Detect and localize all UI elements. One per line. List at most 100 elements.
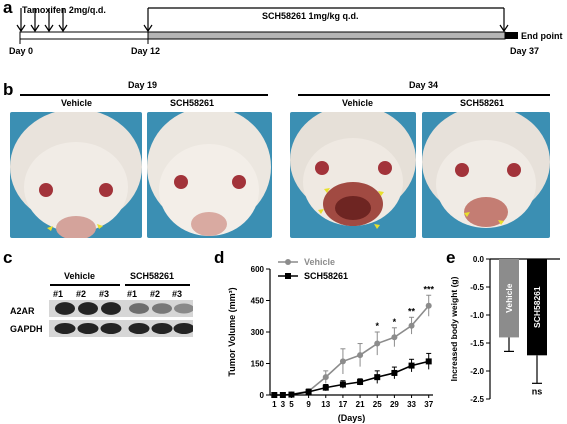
mouse-photo-vehicle-day19 [10, 112, 142, 238]
y-axis-label: Tumor Volume (mm³) [227, 287, 237, 376]
data-point [339, 381, 346, 388]
legend-marker [285, 273, 291, 279]
day34-label: Day 34 [409, 80, 439, 90]
data-point [305, 388, 312, 395]
wb-band-gapdh [173, 323, 193, 334]
y-tick-label: -2.0 [470, 367, 484, 376]
wb-lane-label: #3 [99, 289, 110, 299]
series-line-vehicle [274, 305, 430, 396]
data-point [425, 358, 432, 365]
photo-label-sch-day34: SCH58261 [460, 98, 505, 108]
wb-band-gapdh [100, 323, 122, 334]
data-point [425, 302, 432, 309]
data-point [339, 358, 346, 365]
day37-label: Day 37 [510, 46, 540, 56]
endpoint-label: End point [521, 31, 563, 41]
x-tick-label: 29 [390, 400, 399, 409]
x-tick-label: 1 [272, 400, 277, 409]
x-tick-label: 33 [407, 400, 416, 409]
photo-label-vehicle-day19: Vehicle [61, 98, 93, 108]
wb-band-a2ar [174, 303, 193, 314]
data-point [357, 352, 364, 359]
wb-band-a2ar [78, 302, 98, 315]
panel-letter-c: c [3, 248, 13, 267]
panel-letter-d: d [214, 248, 225, 267]
wb-band-gapdh [54, 323, 76, 334]
mouse-photo-vehicle-day34 [290, 112, 416, 238]
sch-treatment-label: SCH58261 1mg/kg q.d. [262, 11, 359, 21]
annotation-ns: ns [532, 386, 543, 396]
wb-row-gapdh: GAPDH [10, 324, 43, 334]
tamoxifen-label: Tamoxifen 2mg/q.d. [22, 5, 106, 15]
wb-row-a2ar: A2AR [10, 306, 35, 316]
y-tick-label: 450 [251, 297, 265, 306]
body-weight-chart: 0.0 -0.5 -1.0 -1.5 -2.0 -2.5 Increased body we… [449, 255, 560, 404]
significance-mark: * [375, 321, 379, 331]
data-point [408, 322, 415, 329]
day19-label: Day 19 [128, 80, 158, 90]
data-point [271, 392, 278, 398]
x-tick-label: 3 [281, 400, 286, 409]
mouse-photo-sch-day34 [422, 112, 550, 238]
y-tick-label: -1.0 [470, 311, 484, 320]
day12-label: Day 12 [131, 46, 161, 56]
data-point [288, 391, 295, 398]
x-tick-label: 17 [338, 400, 347, 409]
data-point [374, 374, 381, 381]
x-tick-label: 21 [356, 400, 365, 409]
wb-band-gapdh [128, 323, 150, 334]
x-tick-label: 37 [424, 400, 433, 409]
legend-label: Vehicle [304, 257, 335, 267]
y-axis-label: Increased body weight (g) [449, 276, 459, 381]
data-point [408, 362, 415, 369]
bar-label: SCH58261 [532, 286, 542, 328]
y-tick-label: -2.5 [470, 395, 484, 404]
day0-label: Day 0 [9, 46, 34, 56]
bar-vehicle [499, 259, 519, 338]
significance-mark: ** [408, 306, 416, 316]
y-tick-label: -1.5 [470, 339, 484, 348]
wb-band-a2ar [152, 303, 172, 314]
data-point [322, 384, 329, 391]
bar-label: Vehicle [504, 283, 514, 313]
wb-band-gapdh [151, 323, 173, 334]
wb-lane-label: #1 [53, 289, 64, 299]
mouse-photo-sch-day19 [147, 112, 272, 238]
photo-label-sch-day19: SCH58261 [170, 98, 215, 108]
panel-letter-e: e [446, 248, 456, 267]
wb-band-a2ar [55, 302, 75, 315]
x-tick-label: 25 [373, 400, 382, 409]
data-point [322, 374, 329, 381]
data-point [391, 369, 398, 376]
data-point [357, 378, 364, 385]
data-point [391, 334, 398, 341]
x-tick-label: 13 [321, 400, 330, 409]
western-blot-image [49, 300, 193, 337]
data-point [279, 392, 286, 398]
x-tick-label: 5 [289, 400, 294, 409]
wb-group-vehicle: Vehicle [64, 271, 96, 281]
wb-group-sch: SCH58261 [130, 271, 175, 281]
wb-lane-label: #2 [150, 289, 161, 299]
legend-marker [285, 259, 291, 265]
y-tick-label: 300 [251, 328, 265, 337]
significance-mark: *** [423, 284, 434, 294]
wb-lane-label: #1 [127, 289, 138, 299]
legend-label: SCH58261 [304, 271, 348, 281]
y-tick-label: -0.5 [470, 283, 484, 292]
x-tick-label: 9 [306, 400, 311, 409]
panel-letter-b: b [3, 80, 14, 99]
treatment-timeline [16, 7, 518, 44]
bar-sch58261 [527, 259, 547, 356]
y-tick-label: 0 [260, 391, 265, 400]
y-tick-label: 0.0 [473, 255, 485, 264]
series-line-sch58261 [274, 360, 429, 396]
data-point [374, 340, 381, 347]
day19-underline [20, 94, 268, 96]
wb-lane-label: #3 [172, 289, 183, 299]
wb-band-gapdh [77, 323, 99, 334]
photo-label-vehicle-day34: Vehicle [342, 98, 374, 108]
significance-mark: * [393, 317, 397, 327]
wb-lane-label: #2 [76, 289, 87, 299]
